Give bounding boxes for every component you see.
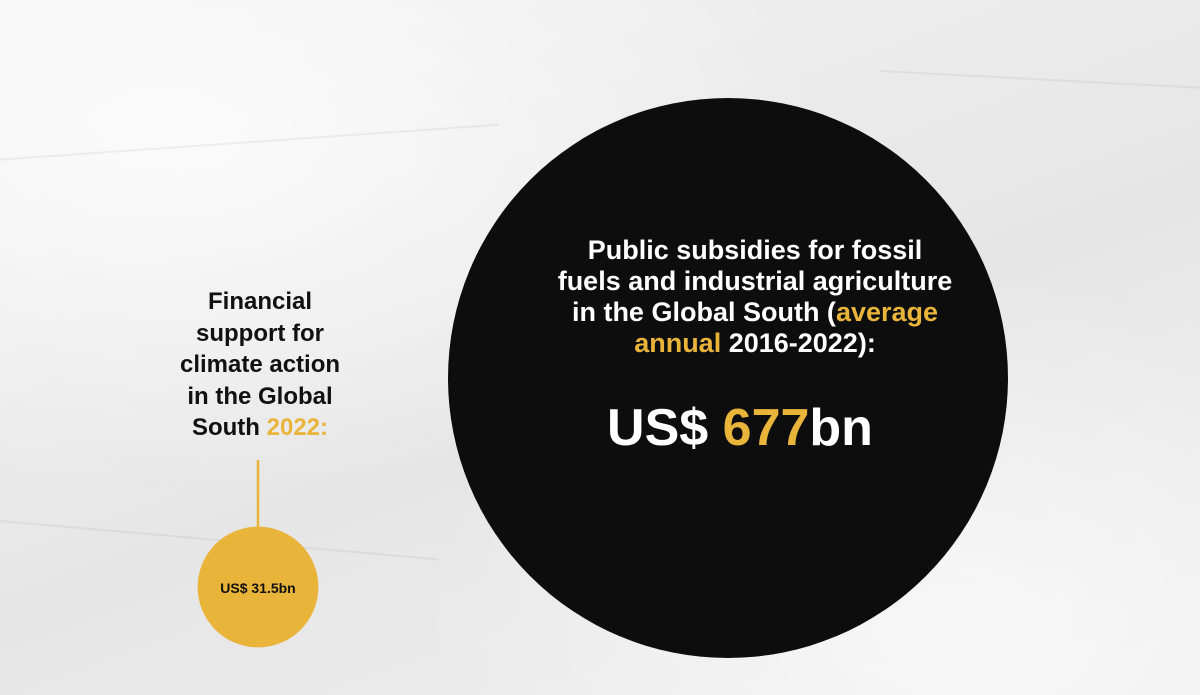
subsidies-label-highlight: annual [634, 328, 722, 358]
subsidies-value-number: 677 [722, 399, 810, 457]
subsidies-label: Public subsidies for fossil fuels and in… [520, 235, 990, 359]
subsidies-label-line: fuels and industrial agriculture [557, 266, 953, 296]
bubble-climate-finance [197, 526, 319, 648]
subsidies-label-highlight: average [835, 297, 939, 327]
subsidies-label-line: Public subsidies for fossil [587, 235, 923, 265]
climate-finance-label-line: South 2022: [191, 414, 329, 441]
subsidies-label-line: annual 2016-2022): [634, 328, 876, 358]
bubble-fossil-subsidies [448, 98, 1008, 658]
climate-finance-label-line: support for [196, 319, 324, 347]
subsidies-label-line: in the Global South (average [571, 297, 939, 327]
climate-finance-label-highlight: 2022: [266, 414, 329, 441]
subsidies-value: US$ 677bn [607, 399, 873, 457]
climate-finance-label-line: climate action [179, 351, 341, 378]
climate-finance-label-line: in the Global [187, 382, 333, 410]
climate-finance-label-line: Financial [207, 288, 313, 315]
climate-finance-value: US$ 31.5bn [220, 580, 296, 596]
climate-finance-label: Financial support for climate action in … [160, 286, 360, 444]
